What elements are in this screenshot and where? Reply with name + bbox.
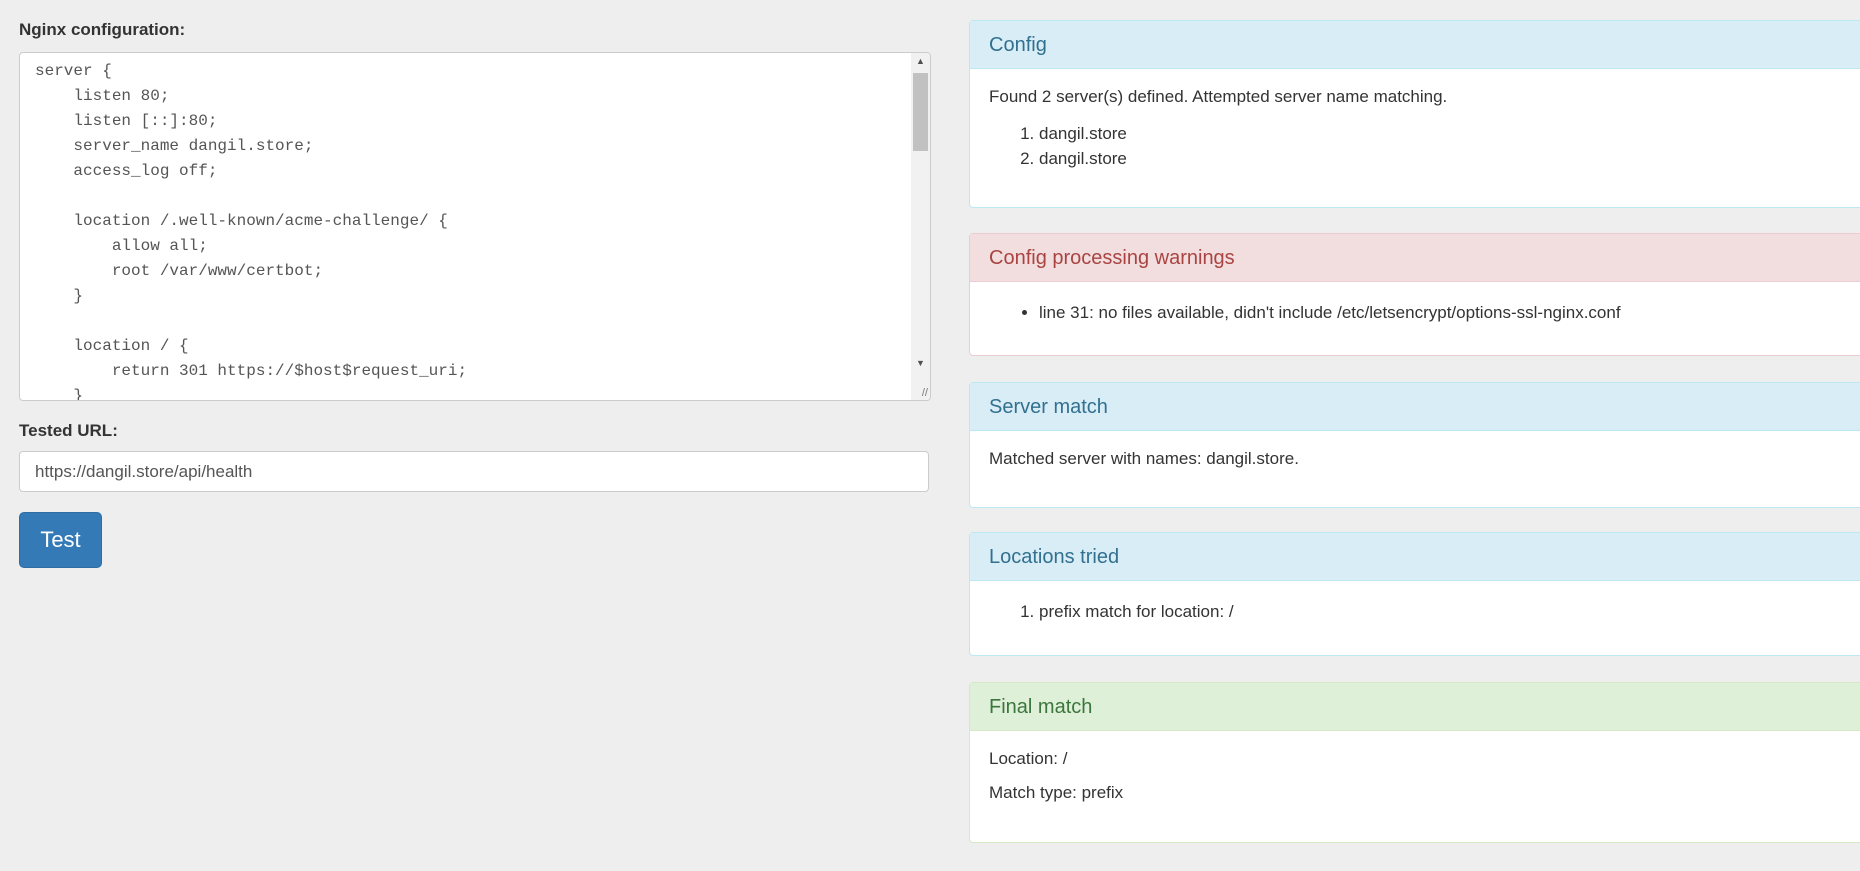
config-text[interactable]: server { listen 80; listen [::]:80; serv…: [35, 62, 468, 401]
panel-title: Server match: [970, 383, 1860, 431]
server-match-text: Matched server with names: dangil.store.: [989, 449, 1299, 468]
textarea-scrollbar[interactable]: ▲ ▼: [911, 53, 930, 400]
test-button[interactable]: Test: [19, 512, 102, 568]
final-match-panel: Final match Location: / Match type: pref…: [969, 682, 1860, 843]
config-panel: Config Found 2 server(s) defined. Attemp…: [969, 20, 1860, 208]
final-match-type: Match type: prefix: [989, 783, 1124, 802]
panel-title: Final match: [970, 683, 1860, 731]
list-item: prefix match for location: /: [1039, 599, 1860, 624]
server-list: dangil.store dangil.store: [989, 121, 1860, 171]
final-location: Location: /: [989, 749, 1068, 768]
server-match-panel: Server match Matched server with names: …: [969, 382, 1860, 508]
config-summary: Found 2 server(s) defined. Attempted ser…: [989, 87, 1448, 106]
tested-url-input[interactable]: https://dangil.store/api/health: [19, 451, 929, 492]
warnings-panel: Config processing warnings line 31: no f…: [969, 233, 1860, 356]
resize-handle-icon[interactable]: //: [921, 387, 928, 399]
panel-title: Config: [970, 21, 1860, 69]
panel-title: Config processing warnings: [970, 234, 1860, 282]
panel-title: Locations tried: [970, 533, 1860, 581]
scroll-up-icon[interactable]: ▲: [916, 56, 925, 66]
config-textarea[interactable]: server { listen 80; listen [::]:80; serv…: [19, 52, 931, 401]
scroll-down-icon[interactable]: ▼: [916, 358, 925, 368]
list-item: dangil.store: [1039, 146, 1860, 171]
scrollbar-thumb[interactable]: [913, 73, 928, 151]
list-item: dangil.store: [1039, 121, 1860, 146]
url-label: Tested URL:: [19, 421, 118, 440]
list-item: line 31: no files available, didn't incl…: [1039, 300, 1860, 325]
config-label: Nginx configuration:: [19, 20, 186, 39]
locations-panel: Locations tried prefix match for locatio…: [969, 532, 1860, 656]
